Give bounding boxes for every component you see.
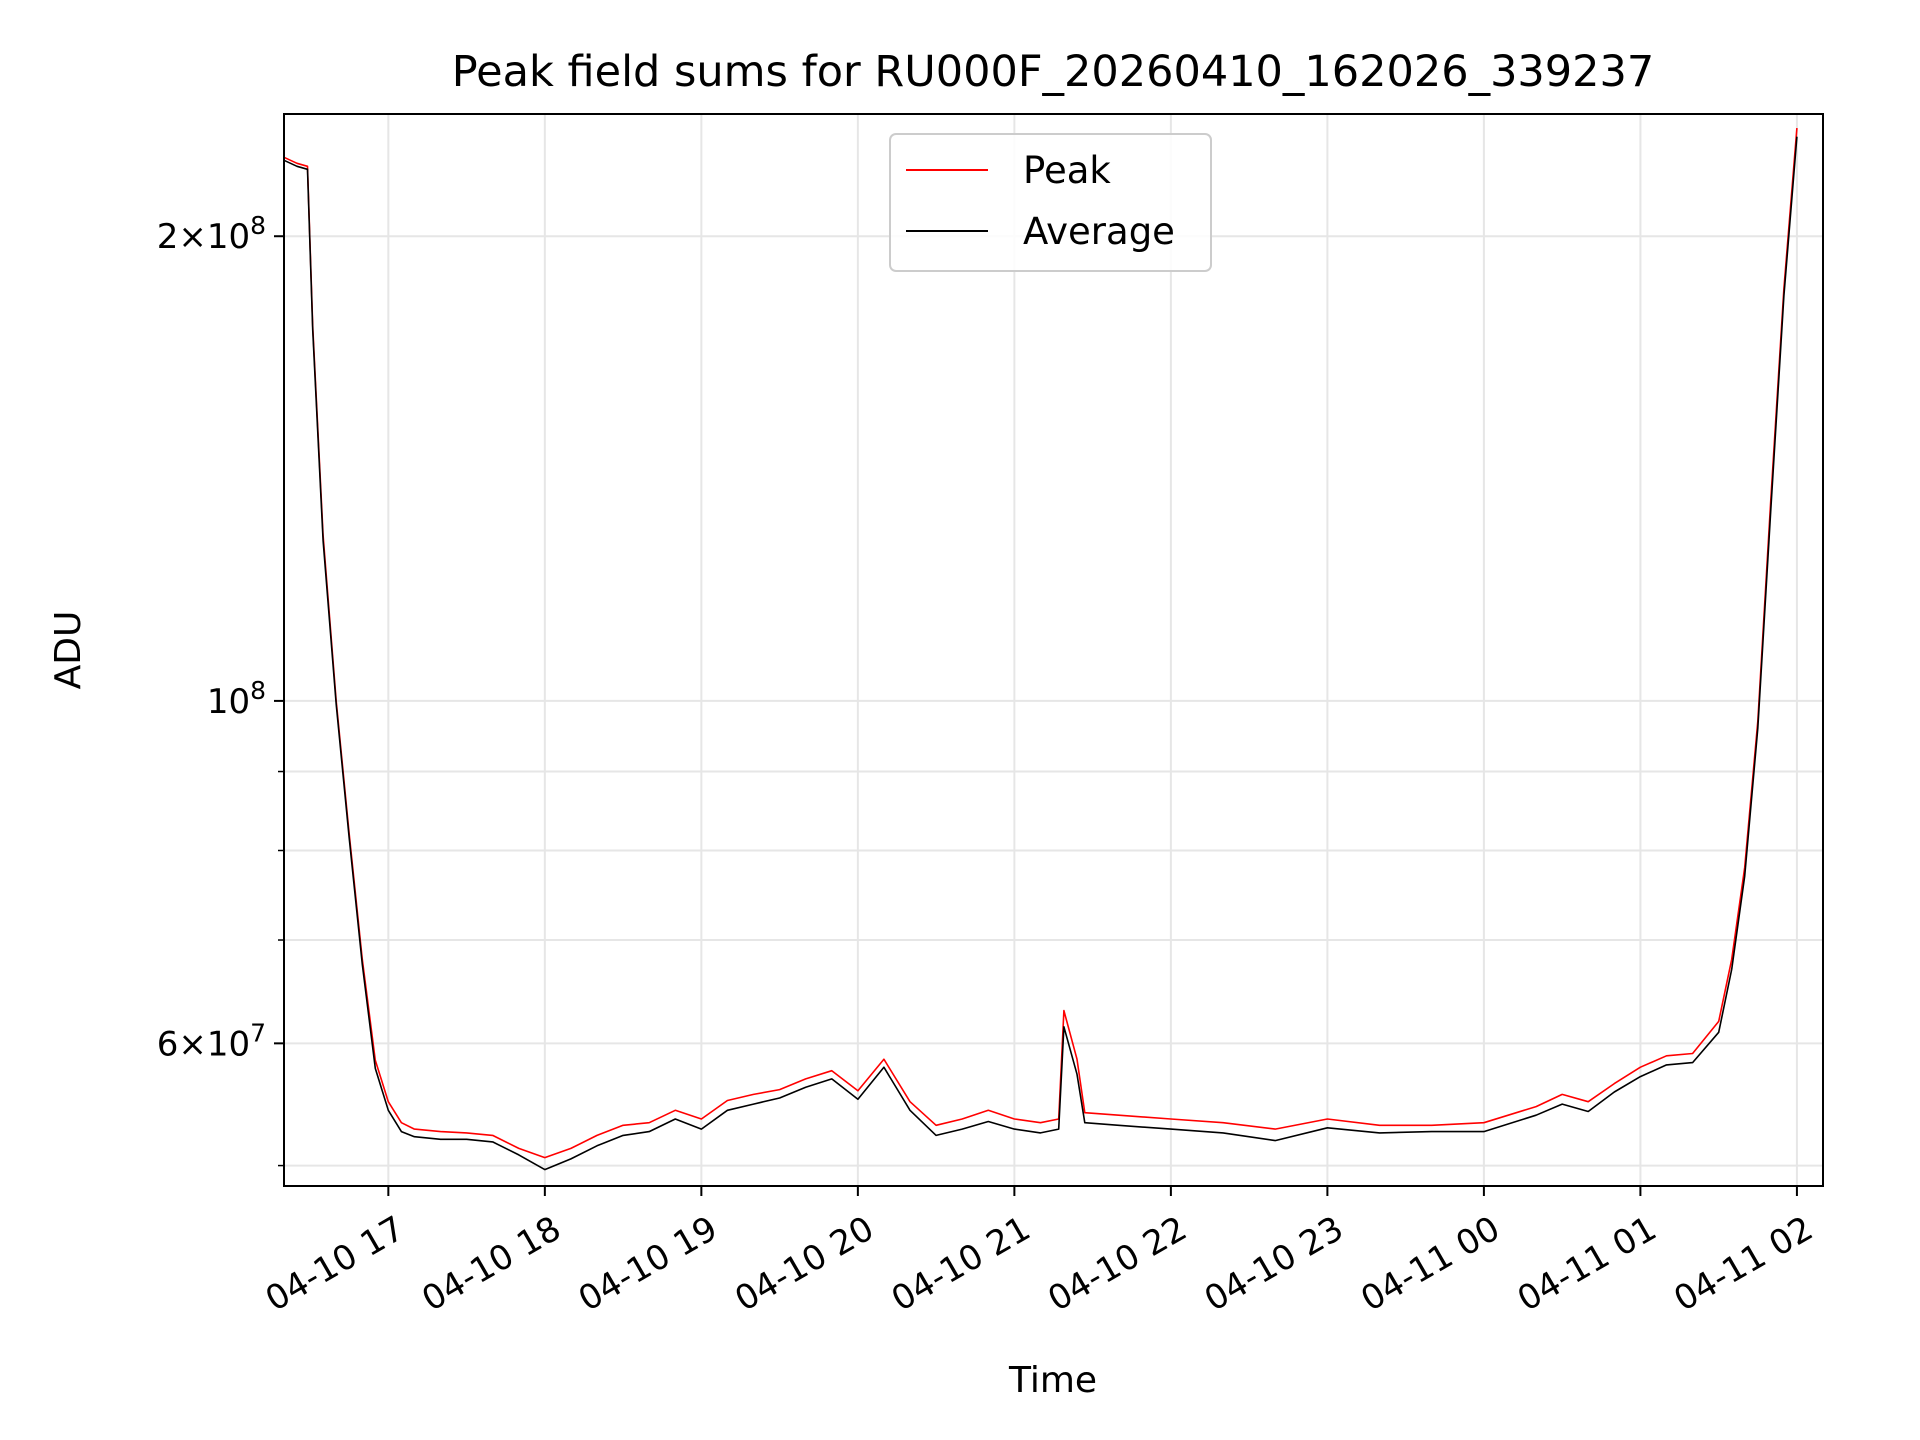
x-axis-label: Time — [1008, 1360, 1097, 1401]
legend-box — [889, 133, 1212, 272]
y-tick-label: 108 — [207, 676, 266, 722]
plot-area-frame — [283, 113, 1824, 1187]
series-line-average — [284, 136, 1798, 1171]
y-tick-label: 2×108 — [157, 211, 266, 257]
chart-title: Peak field sums for RU000F_20260410_1620… — [452, 47, 1654, 97]
legend-label-average: Average — [1023, 210, 1175, 253]
y-axis: 6×107 108 2×108 — [157, 211, 284, 1167]
y-tick-label: 6×107 — [157, 1018, 266, 1064]
y-axis-label: ADU — [48, 611, 89, 690]
series-line-peak — [284, 128, 1798, 1159]
legend-label-peak: Peak — [1023, 149, 1111, 192]
legend: Peak Average — [889, 133, 1212, 272]
plot-lines — [284, 128, 1798, 1171]
grid — [284, 114, 1823, 1186]
